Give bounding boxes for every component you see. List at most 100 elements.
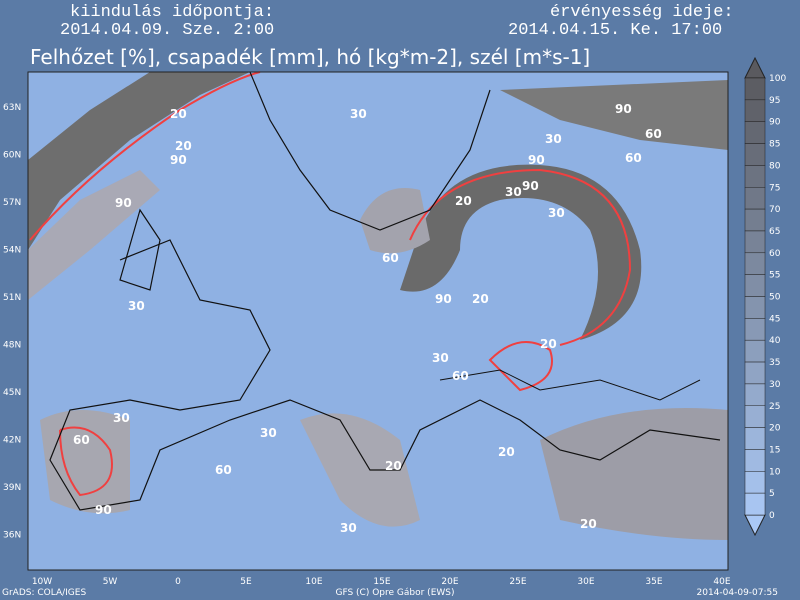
title: Felhőzet [%], csapadék [mm], hó [kg*m-2]… bbox=[30, 45, 590, 69]
contour-label: 20 bbox=[385, 459, 402, 473]
lon-label: 0 bbox=[175, 577, 181, 587]
colorbar-swatch bbox=[744, 208, 766, 232]
lat-label: 51N bbox=[3, 293, 21, 303]
lon-label: 25E bbox=[509, 577, 526, 587]
colorbar-swatch bbox=[744, 121, 766, 144]
colorbar-swatch bbox=[744, 318, 766, 341]
colorbar-label: 0 bbox=[769, 511, 775, 521]
colorbar-swatch bbox=[744, 230, 766, 254]
colorbar-label: 80 bbox=[769, 161, 781, 171]
lat-label: 42N bbox=[3, 436, 21, 446]
lon-label: 15E bbox=[373, 577, 390, 587]
contour-label: 90 bbox=[528, 153, 545, 167]
lat-label: 45N bbox=[3, 388, 21, 398]
colorbar-label: 75 bbox=[769, 183, 780, 193]
cloud bbox=[360, 188, 430, 254]
colorbar-label: 25 bbox=[769, 402, 780, 412]
lat-label: 60N bbox=[3, 151, 21, 161]
footer-center: GFS (C) Opre Gábor (EWS) bbox=[335, 588, 454, 598]
contour-label: 60 bbox=[382, 251, 399, 265]
contour-label: 30 bbox=[260, 426, 277, 440]
lat-label: 57N bbox=[3, 198, 21, 208]
colorbar-label: 90 bbox=[769, 118, 781, 128]
colorbar-swatch bbox=[744, 492, 766, 516]
colorbar-swatch bbox=[744, 296, 766, 319]
precip-contour bbox=[29, 71, 261, 241]
coastline bbox=[249, 71, 491, 231]
lat-label: 36N bbox=[3, 531, 21, 541]
colorbar-swatch bbox=[744, 405, 766, 428]
lat-label: 54N bbox=[3, 246, 21, 256]
colorbar-label: 100 bbox=[769, 74, 786, 84]
coastline bbox=[119, 208, 161, 291]
contour-label: 20 bbox=[498, 445, 515, 459]
lon-label: 10W bbox=[32, 577, 52, 587]
contour-label: 90 bbox=[95, 503, 112, 517]
start-value: 2014.04.09. Sze. 2:00 bbox=[60, 21, 274, 40]
lat-label: 48N bbox=[3, 341, 21, 351]
colorbar-label: 55 bbox=[769, 271, 780, 281]
colorbar-swatch bbox=[744, 274, 766, 297]
colorbar-swatch bbox=[744, 383, 766, 406]
contour-label: 90 bbox=[435, 292, 452, 306]
contour-label: 90 bbox=[170, 153, 187, 167]
start-label: kiindulás időpontja: bbox=[70, 3, 274, 22]
colorbar-label: 95 bbox=[769, 96, 780, 106]
footer-left: GrADS: COLA/IGES bbox=[2, 588, 86, 598]
colorbar-label: 35 bbox=[769, 358, 780, 368]
colorbar-label: 10 bbox=[769, 467, 781, 477]
lon-label: 35E bbox=[645, 577, 662, 587]
colorbar-swatch bbox=[744, 471, 766, 494]
colorbar-label: 15 bbox=[769, 445, 780, 455]
contour-label: 20 bbox=[580, 517, 597, 531]
colorbar-label: 70 bbox=[769, 205, 781, 215]
valid-label: érvényesség ideje: bbox=[550, 3, 734, 22]
colorbar-swatch bbox=[744, 77, 766, 101]
colorbar-swatch bbox=[744, 187, 766, 210]
colorbar-swatch bbox=[744, 339, 766, 363]
colorbar-label: 45 bbox=[769, 314, 780, 324]
colorbar-label: 30 bbox=[769, 380, 781, 390]
colorbar-swatch bbox=[744, 143, 766, 166]
lon-label: 20E bbox=[441, 577, 458, 587]
contour-label: 20 bbox=[170, 107, 187, 121]
contour-label: 20 bbox=[472, 292, 489, 306]
contour-label: 60 bbox=[645, 127, 662, 141]
contour-label: 20 bbox=[455, 194, 472, 208]
colorbar-top bbox=[744, 56, 766, 79]
contour-label: 60 bbox=[215, 463, 232, 477]
valid-value: 2014.04.15. Ke. 17:00 bbox=[508, 21, 722, 40]
contour-label: 90 bbox=[115, 196, 132, 210]
lon-label: 5E bbox=[240, 577, 252, 587]
lon-label: 40E bbox=[713, 577, 730, 587]
contour-label: 20 bbox=[175, 139, 192, 153]
precip-contour bbox=[409, 168, 632, 346]
colorbar-label: 65 bbox=[769, 227, 780, 237]
cloud bbox=[300, 413, 420, 527]
colorbar-label: 20 bbox=[769, 424, 781, 434]
colorbar-swatch bbox=[744, 99, 766, 122]
precip-contour bbox=[59, 426, 113, 497]
contour-label: 30 bbox=[113, 411, 130, 425]
colorbar-bottom bbox=[744, 514, 766, 537]
contour-label: 30 bbox=[548, 206, 565, 220]
contour-label: 30 bbox=[432, 351, 449, 365]
contour-label: 30 bbox=[505, 185, 522, 199]
coastline bbox=[439, 369, 701, 401]
contour-label: 60 bbox=[73, 433, 90, 447]
contour-label: 20 bbox=[540, 337, 557, 351]
cloud bbox=[400, 164, 642, 340]
precip-contour bbox=[488, 341, 553, 392]
colorbar-swatch bbox=[744, 361, 766, 385]
lon-label: 30E bbox=[577, 577, 594, 587]
cloud bbox=[540, 408, 728, 540]
lat-label: 63N bbox=[3, 103, 21, 113]
lat-label: 39N bbox=[3, 483, 21, 493]
map: 20 20 90 90 30 90 60 30 90 30 90 20 30 6… bbox=[27, 71, 729, 571]
colorbar-label: 85 bbox=[769, 140, 780, 150]
contour-label: 30 bbox=[545, 132, 562, 146]
footer-right: 2014-04-09-07:55 bbox=[697, 588, 779, 598]
coastline bbox=[49, 239, 721, 511]
contour-label: 30 bbox=[350, 107, 367, 121]
